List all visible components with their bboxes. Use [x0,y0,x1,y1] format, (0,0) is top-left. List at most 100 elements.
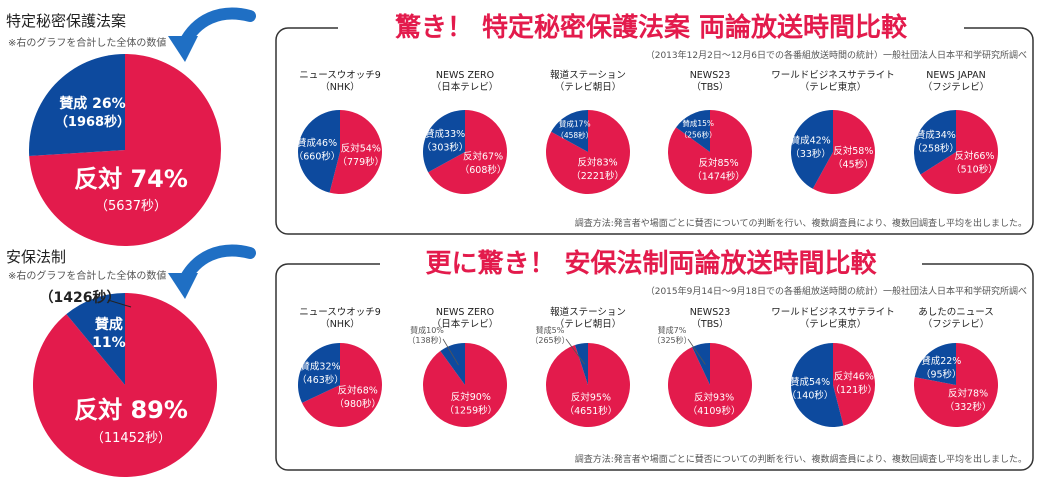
support-label: 賛成17% [559,119,591,129]
support-label: 賛成54% [790,376,830,388]
pie-slice-support [914,343,956,385]
pie-slice-oppose [914,343,999,427]
oppose-label: 反対83% [578,156,618,168]
oppose-label: 反対 74% [74,165,188,193]
oppose-label: 反対78% [948,388,988,400]
pie-slice-oppose [833,343,876,426]
program-network: （テレビ朝日） [555,81,622,93]
oppose-label: 反対54% [341,143,381,155]
pie-slice-support [423,110,465,173]
program-network: （TBS） [691,81,728,93]
arrow-head-2 [168,273,198,299]
section-heading-2: 更に驚き！ 安保法制両論放送時間比較 [425,248,877,279]
program-name: ワールドビジネスサテライト [771,70,895,81]
support-seconds: （303秒） [422,142,469,154]
support-label: 賛成34% [916,129,956,141]
oppose-seconds: （608秒） [460,164,507,176]
left-title-1: 特定秘密保護法案 [6,12,126,30]
support-label: 賛成 26% [59,95,125,112]
left-title-2: 安保法制 [6,248,66,266]
oppose-seconds: （121秒） [831,384,878,396]
program-name: ニュースウオッチ9 [299,70,381,81]
program-name: NEWS JAPAN [926,70,985,81]
program-network: （テレビ朝日） [555,318,622,330]
program-name: NEWS23 [690,307,731,318]
pie-slice-support [575,343,588,385]
oppose-label: 反対58% [833,145,873,157]
pie-charts: 賛成 26%（1968秒）反対 74%（5637秒）ニュースウオッチ9（NHK）… [29,54,999,477]
pie-slice-oppose [545,343,630,428]
program-network: （フジテレビ） [923,81,990,93]
support-label: 賛成7% [658,325,687,335]
oppose-label: 反対67% [463,151,503,163]
oppose-seconds: （1259秒） [444,404,497,416]
pie-13: ワールドビジネスサテライト（テレビ東京） 賛成54%（140秒）反対46% （121… [771,307,895,427]
oppose-seconds: （980秒） [334,398,381,410]
support-percent: 11% [92,335,126,351]
section-heading-1: 驚き！ 特定秘密保護法案 両論放送時間比較 [395,12,908,43]
arrow-head-1 [168,36,198,62]
support-leader-line [687,338,706,365]
support-label: 賛成5% [536,325,565,335]
program-network: （TBS） [691,318,728,330]
oppose-seconds: （11452秒） [91,431,171,446]
oppose-seconds: （779秒） [338,156,385,168]
pie-1: 賛成 26% （1968秒） 反対 74% （5637秒） [29,54,222,246]
left-note-2: ※右のグラフを合計した全体の数値 [8,269,166,282]
pie-slice-support [791,343,844,427]
pie-slice-support [914,110,956,175]
program-network: （フジテレビ） [923,318,990,330]
section-1: 特定秘密保護法案 ※右のグラフを合計した全体の数値 驚き！ 特定秘密保護法案 両… [6,6,1034,235]
support-label: 賛成33% [425,128,465,140]
pie-slice-support [676,110,710,152]
support-leader-line [442,338,459,366]
pie-slice-oppose [812,110,875,194]
source-note-2: （2015年9月14日〜9月18日での各番組放送時間の統計）一般社団法人日本平和… [646,285,1027,297]
pie-11: 報道ステーション（テレビ朝日）賛成5%（265秒） 反対95%（4651秒） [530,306,630,428]
pie-slice-oppose [301,343,382,428]
program-network: （テレビ東京） [800,318,867,330]
pie-9: ニュースウオッチ9（NHK） 賛成32%（463秒）反対68% （980秒） [297,307,382,428]
program-name: ニュースウオッチ9 [299,307,381,318]
oppose-label: 反対 89% [74,396,188,424]
pie-14: あしたのニュース（フジテレビ） 賛成22% （95秒） 反対78%（332秒） [914,307,999,427]
pie-slice-support [66,293,125,385]
pie-slice-support [298,343,340,403]
support-label: 賛成 [95,316,123,333]
pie-slice-oppose [428,110,508,195]
pie-slice-oppose [920,110,998,194]
support-seconds: （95秒） [921,369,962,381]
oppose-label: 反対90% [451,391,491,403]
program-network: （NHK） [320,81,359,93]
pie-2: ニュースウオッチ9（NHK） 賛成46% （660秒）反対54%（779秒） [294,70,384,194]
program-name: NEWS ZERO [436,70,494,81]
support-seconds: （660秒） [294,151,341,163]
section-2: 安保法制 ※右のグラフを合計した全体の数値 更に驚き！ 安保法制両論放送時間比較… [6,242,1034,471]
support-label: 賛成32% [300,361,340,373]
pie-12: NEWS23（TBS） 賛成7%（325秒） 反対93% （4109秒） [652,307,752,428]
oppose-seconds: （5637秒） [95,199,167,214]
oppose-seconds: （510秒） [951,164,998,176]
program-network: （テレビ東京） [800,81,867,93]
program-name: NEWS23 [690,70,731,81]
program-name: ワールドビジネスサテライト [771,307,895,318]
support-callout: （1426秒） [40,289,121,306]
support-seconds: （33秒） [790,148,831,160]
oppose-seconds: （45秒） [833,159,874,171]
program-name: あしたのニュース [918,307,994,318]
oppose-seconds: （2221秒） [571,170,624,182]
support-seconds: （265秒） [530,335,569,345]
oppose-seconds: （1474秒） [692,170,745,182]
support-label: 賛成15% [682,118,714,128]
support-label: 賛成42% [791,134,831,146]
oppose-label: 反対68% [338,384,378,396]
heading-mask-2 [380,242,922,278]
callout-line [107,299,132,308]
pie-slice-support [297,110,340,193]
program-network: （NHK） [320,318,359,330]
method-note-1: 調査方法:発言者や場面ごとに賛否についての判断を行い、複数調査員により、複数回調… [575,217,1027,229]
pie-slice-support [692,343,710,385]
support-seconds: （258秒） [912,142,959,154]
left-note-1: ※右のグラフを合計した全体の数値 [8,36,166,49]
